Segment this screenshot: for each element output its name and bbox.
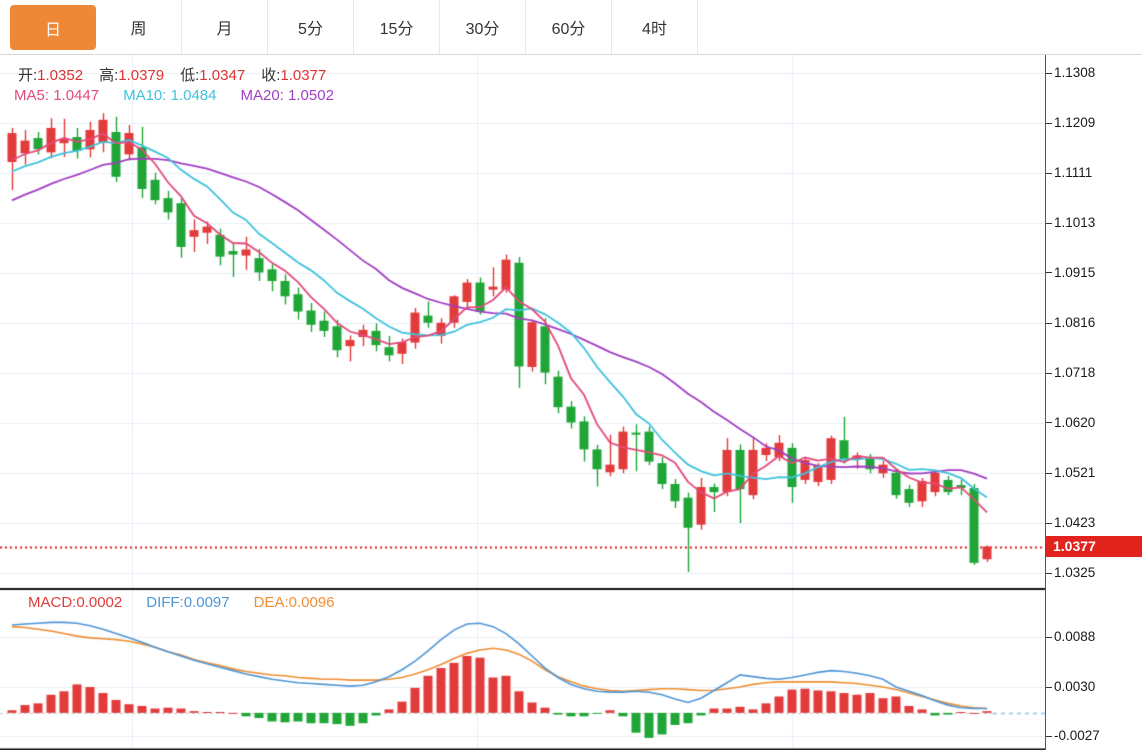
tab-label: 月 [216, 21, 233, 38]
axis-tick-label: 1.0718 [1046, 365, 1095, 381]
tab-60min[interactable]: 60分 [526, 0, 612, 54]
axis-tick-label: 1.0423 [1046, 515, 1095, 531]
bottom-strip [0, 750, 1142, 755]
tab-week[interactable]: 周 [96, 0, 182, 54]
axis-tick-label: 1.0521 [1046, 465, 1095, 481]
tab-label: 60分 [551, 21, 586, 38]
axis-tick-label: 1.1111 [1046, 165, 1092, 181]
current-price-tag: 1.0377 [1046, 536, 1142, 558]
axis-tick-label: 1.1013 [1046, 215, 1095, 231]
kline-chart-canvas[interactable] [0, 55, 1045, 750]
tab-label: 周 [130, 21, 147, 38]
tab-label: 4时 [642, 21, 667, 38]
axis-tick-label: 0.0030 [1046, 679, 1095, 695]
axis-tick-label: 1.0620 [1046, 415, 1095, 431]
axis-tick-label: 1.1308 [1046, 65, 1095, 81]
tab-day[interactable]: 日 [10, 5, 96, 50]
axis-tick-label: 1.0915 [1046, 265, 1095, 281]
axis-tick-label: 1.0816 [1046, 315, 1095, 331]
axis-tick-label: -0.0027 [1046, 728, 1100, 744]
tab-month[interactable]: 月 [182, 0, 268, 54]
tab-15min[interactable]: 15分 [354, 0, 440, 54]
tab-label: 日 [44, 21, 61, 39]
tab-5min[interactable]: 5分 [268, 0, 354, 54]
price-axis: 1.0377 1.1308 1.1209 1.1111 1.1013 1.0915 1.0… [1045, 55, 1142, 750]
tab-30min[interactable]: 30分 [440, 0, 526, 54]
tab-label: 30分 [465, 21, 500, 38]
tab-4hour[interactable]: 4时 [612, 0, 698, 54]
axis-tick-label: 1.1209 [1046, 115, 1095, 131]
timeframe-tabbar: 日 周 月 5分 15分 30分 60分 4时 [0, 0, 1142, 55]
tab-label: 15分 [379, 21, 414, 38]
axis-tick-label: 1.0325 [1046, 565, 1095, 581]
chart-area: 开:1.0352 高:1.0379 低:1.0347 收:1.0377 MA5:… [0, 55, 1142, 755]
axis-tick-label: 0.0088 [1046, 629, 1095, 645]
tab-label: 5分 [298, 21, 323, 38]
